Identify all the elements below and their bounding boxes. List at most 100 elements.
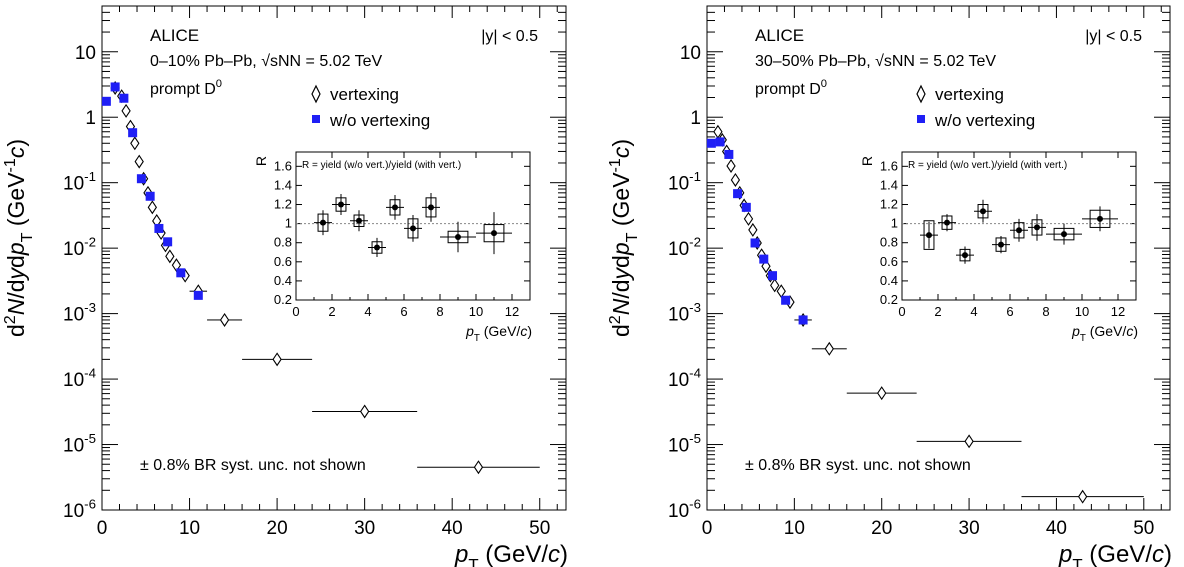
without-vertexing-point: [176, 268, 186, 278]
y-tick-label: 10-3: [668, 300, 701, 326]
inset-ratio-point: [1097, 215, 1103, 222]
inset-y-tick-label: 0.4: [880, 273, 898, 288]
inset-ratio-plot: 0 2 4 6 8 10 12 0.2 0.4 0.6 0.8 1 1.2 1.4 1.6 RpT (GeV/…: [859, 151, 1138, 344]
inset-ratio-point: [1016, 227, 1022, 234]
without-vertexing-point: [759, 254, 769, 264]
legend-diamond-icon: [916, 84, 926, 104]
vertexing-point: [964, 434, 974, 449]
inset-x-tick-label: 6: [1006, 304, 1013, 319]
x-tick-label: 10: [784, 518, 805, 539]
vertexing-point: [776, 284, 786, 299]
inset-ratio-point: [338, 201, 344, 208]
inset-ratio-point: [1061, 231, 1067, 238]
inset-ratio-point: [410, 225, 416, 232]
y-tick-label: 1: [85, 108, 96, 129]
inset-x-tick-label: 0: [292, 304, 299, 319]
x-tick-label: 50: [529, 518, 550, 539]
legend-square-icon: [312, 115, 320, 123]
without-vertexing-point: [193, 290, 203, 300]
legend-vertexing: vertexing: [935, 85, 1004, 104]
legend-diamond-icon: [311, 84, 321, 104]
without-vertexing-point: [715, 137, 725, 147]
vertexing-point: [121, 103, 131, 118]
inset-y-tick-label: 1.6: [880, 158, 898, 173]
inset-ratio-point: [944, 219, 950, 226]
inset-ratio-point: [998, 241, 1004, 248]
br-note: ± 0.8% BR syst. unc. not shown: [140, 457, 366, 474]
inset-ratio-point: [1034, 224, 1040, 231]
vertexing-point: [165, 249, 175, 264]
inset-y-label: R: [253, 156, 269, 166]
without-vertexing-point: [163, 237, 173, 247]
y-axis-label: d2N/dydpT (GeV-1c): [1, 139, 36, 337]
inset-x-tick-label: 2: [934, 304, 941, 319]
inset-ratio-point: [374, 244, 380, 251]
inset-y-tick-label: 0.6: [274, 254, 292, 269]
without-vertexing-point: [154, 223, 164, 233]
vertexing-point: [1077, 489, 1088, 504]
without-vertexing-point: [110, 82, 120, 92]
experiment-title: ALICE: [755, 26, 804, 45]
without-vertexing-point: [741, 202, 751, 212]
inset-x-tick-label: 8: [1042, 304, 1049, 319]
inset-x-tick-label: 2: [328, 304, 335, 319]
inset-x-tick-label: 12: [1111, 304, 1125, 319]
collision-system: 0–10% Pb–Pb, √sNN = 5.02 TeV: [150, 53, 383, 70]
x-tick-label: 30: [354, 518, 375, 539]
particle-label: prompt D0: [755, 78, 827, 98]
vertexing-point: [726, 158, 736, 173]
vertexing-point: [134, 154, 144, 169]
without-vertexing-point: [706, 138, 716, 148]
x-axis-label: pT (GeV/c): [1058, 541, 1172, 567]
inset-x-tick-label: 12: [505, 304, 519, 319]
collision-system: 30–50% Pb–Pb, √sNN = 5.02 TeV: [755, 53, 996, 70]
without-vertexing-point: [724, 149, 734, 159]
x-tick-label: 20: [871, 518, 892, 539]
without-vertexing-point: [733, 189, 743, 199]
y-tick-label: 10-4: [668, 366, 701, 392]
inset-ratio-point: [980, 208, 986, 215]
y-tick-label: 10-2: [63, 235, 96, 261]
vertexing-point: [877, 386, 887, 401]
without-vertexing-point: [128, 128, 138, 138]
x-tick-label: 30: [959, 518, 980, 539]
y-tick-label: 10-5: [63, 431, 96, 457]
y-axis-label: d2N/dydpT (GeV-1c): [606, 139, 641, 337]
inset-ratio-plot: 0 2 4 6 8 10 12 0.2 0.4 0.6 0.8 1 1.2 1.4 1.6 RpT (GeV/…: [253, 151, 532, 344]
vertexing-point: [743, 211, 754, 226]
vertexing-point: [770, 278, 780, 293]
inset-y-tick-label: 0.4: [274, 273, 292, 288]
particle-label: prompt D0: [150, 78, 222, 98]
inset-y-tick-label: 0.8: [274, 235, 292, 250]
without-vertexing-point: [781, 295, 791, 305]
x-tick-label: 10: [179, 518, 200, 539]
y-tick-label: 10-1: [63, 169, 96, 195]
inset-y-tick-label: 1.4: [274, 177, 292, 192]
vertexing-point: [730, 172, 741, 187]
inset-y-tick-label: 1: [891, 216, 898, 231]
y-tick-label: 10-5: [668, 431, 701, 457]
legend-square-icon: [917, 115, 925, 123]
without-vertexing-point: [750, 238, 760, 248]
br-note: ± 0.8% BR syst. unc. not shown: [745, 457, 971, 474]
inset-x-tick-label: 10: [469, 304, 483, 319]
rapidity-label: |y| < 0.5: [481, 28, 538, 45]
legend-without-vertexing: w/o vertexing: [329, 111, 430, 130]
inset-y-tick-label: 0.6: [880, 254, 898, 269]
panel-left: 0 10 20 30 40 5010110-110-210-310-410-510-6d2…: [1, 5, 568, 567]
legend-without-vertexing: w/o vertexing: [934, 111, 1035, 130]
without-vertexing-point: [798, 315, 808, 325]
y-tick-label: 10-2: [668, 235, 701, 261]
y-tick-label: 10-3: [63, 300, 96, 326]
inset-y-tick-label: 1.6: [274, 158, 292, 173]
inset-y-tick-label: 1.2: [274, 197, 292, 212]
inset-y-tick-label: 0.8: [880, 235, 898, 250]
y-tick-label: 10-6: [63, 496, 96, 522]
y-tick-label: 10: [680, 43, 701, 64]
without-vertexing-point: [768, 271, 778, 281]
inset-ratio-point: [392, 204, 398, 211]
inset-x-tick-label: 6: [400, 304, 407, 319]
inset-ratio-point: [962, 252, 968, 259]
x-tick-label: 0: [702, 518, 713, 539]
